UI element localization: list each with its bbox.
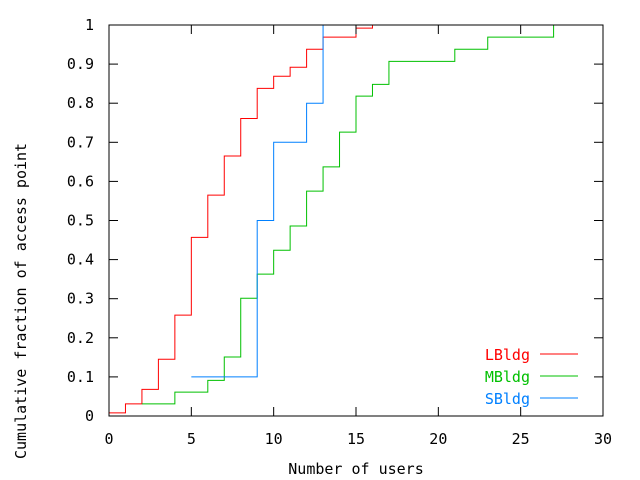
y-tick-label: 0.7: [67, 133, 94, 151]
series-line-sbldg: [191, 25, 324, 378]
y-tick-label: 0.3: [67, 290, 94, 308]
x-tick-label: 30: [594, 430, 612, 448]
y-axis-label: Cumulative fraction of access point: [12, 143, 30, 459]
y-tick-label: 0.5: [67, 212, 94, 230]
y-tick-label: 0.8: [67, 94, 94, 112]
x-tick-label: 0: [104, 430, 113, 448]
legend-label-sbldg: SBldg: [485, 390, 530, 408]
legend-label-mbldg: MBldg: [485, 368, 530, 386]
x-tick-label: 20: [429, 430, 447, 448]
x-axis-label: Number of users: [288, 460, 423, 478]
y-tick-label: 1: [85, 16, 94, 34]
x-tick-label: 10: [265, 430, 283, 448]
legend-label-lbldg: LBldg: [485, 346, 530, 364]
x-tick-label: 5: [187, 430, 196, 448]
y-tick-label: 0.2: [67, 329, 94, 347]
y-tick-label: 0.9: [67, 55, 94, 73]
y-tick-label: 0.4: [67, 251, 94, 269]
x-tick-label: 25: [512, 430, 530, 448]
y-tick-label: 0.1: [67, 368, 94, 386]
series-line-mbldg: [141, 25, 555, 405]
y-tick-label: 0.6: [67, 172, 94, 190]
y-tick-label: 0: [85, 407, 94, 425]
x-tick-label: 15: [347, 430, 365, 448]
